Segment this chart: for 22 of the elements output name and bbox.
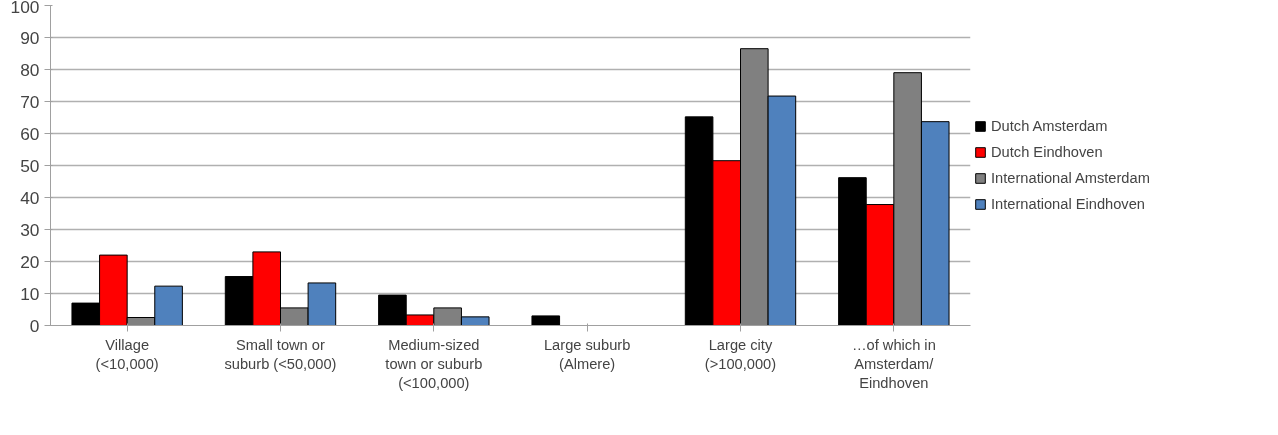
y-tick-label: 10 <box>20 283 40 304</box>
y-tick-label: 50 <box>20 155 40 176</box>
legend-label: Dutch Eindhoven <box>991 144 1103 160</box>
x-tick-label: Small town or suburb (<50,000) <box>224 336 337 372</box>
legend-label: International Amsterdam <box>991 170 1150 186</box>
y-tick-label: 70 <box>20 91 40 112</box>
y-tick-label: 30 <box>20 219 40 240</box>
x-tick-label: Large city (>100,000) <box>704 336 777 372</box>
x-tick-label: Village (<10,000) <box>95 336 159 372</box>
y-tick-label: 0 <box>29 315 40 336</box>
legend-label: Dutch Amsterdam <box>991 118 1108 134</box>
y-tick-label: 80 <box>20 59 40 80</box>
bar <box>531 315 561 326</box>
y-tick-label: 40 <box>20 187 40 208</box>
y-tick-label: 90 <box>20 27 40 48</box>
y-tick-label: 20 <box>20 251 40 272</box>
y-tick-label: 100 <box>10 0 40 17</box>
y-tick-label: 60 <box>20 123 40 144</box>
legend-label: International Eindhoven <box>991 196 1146 212</box>
x-tick-label: Large suburb (Almere) <box>543 336 631 372</box>
x-tick-label: Medium-sized town or suburb (<100,000) <box>385 336 483 391</box>
x-tick-label: …of which in Amsterdam/ Eindhoven <box>851 336 936 391</box>
